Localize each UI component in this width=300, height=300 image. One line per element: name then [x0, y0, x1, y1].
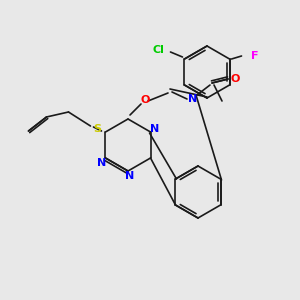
- Text: F: F: [251, 51, 258, 61]
- Text: N: N: [188, 94, 198, 104]
- Text: O: O: [230, 74, 240, 84]
- Text: N: N: [97, 158, 106, 168]
- Text: O: O: [140, 95, 150, 105]
- Text: Cl: Cl: [152, 45, 164, 55]
- Text: N: N: [150, 124, 159, 134]
- Text: S: S: [94, 124, 101, 134]
- Text: N: N: [125, 171, 135, 181]
